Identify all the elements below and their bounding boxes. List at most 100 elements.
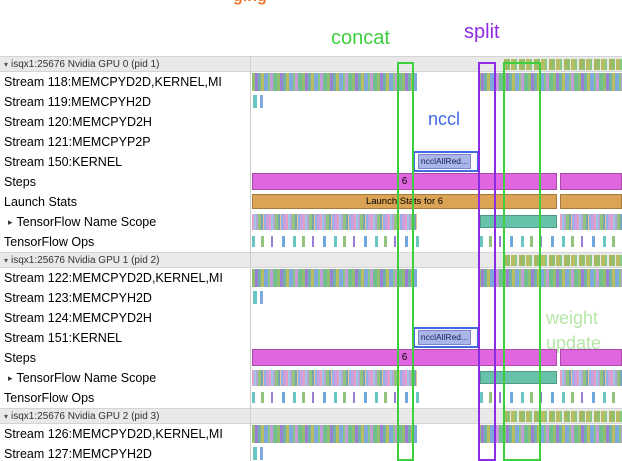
expand-arrow-icon[interactable]: ▸ bbox=[8, 372, 13, 383]
stream-activity-bars[interactable] bbox=[478, 269, 622, 287]
row-timeline bbox=[250, 92, 622, 112]
stream-activity-bars[interactable] bbox=[252, 269, 417, 287]
row-label: Stream 150:KERNEL bbox=[0, 152, 250, 172]
row-label: Stream 119:MEMCPYH2D bbox=[0, 92, 250, 112]
row-label: Steps bbox=[0, 348, 250, 368]
row-title: TensorFlow Ops bbox=[4, 235, 95, 249]
trace-row: Stream 126:MEMCPYD2D,KERNEL,MI bbox=[0, 424, 622, 444]
trace-row: TensorFlow Ops bbox=[0, 232, 622, 252]
expand-arrow-icon[interactable]: ▸ bbox=[8, 216, 13, 227]
row-title: Stream 123:MEMCPYH2D bbox=[4, 291, 152, 305]
trace-row: Stream 121:MEMCPYP2P bbox=[0, 132, 622, 152]
collapse-arrow-icon[interactable]: ▾ bbox=[4, 255, 9, 265]
group-title: isqx1:25676 Nvidia GPU 0 (pid 1) bbox=[11, 58, 160, 70]
row-title: Launch Stats bbox=[4, 195, 77, 209]
row-label: Stream 121:MEMCPYP2P bbox=[0, 132, 250, 152]
clipped-text-fragment: ging bbox=[233, 0, 283, 7]
launch-stats-bar[interactable] bbox=[560, 194, 622, 209]
name-scope-bars[interactable] bbox=[252, 214, 417, 230]
group-timeline bbox=[250, 57, 622, 71]
group-timeline bbox=[250, 409, 622, 423]
row-label: Stream 120:MEMCPYD2H bbox=[0, 112, 250, 132]
trace-row: Stream 127:MEMCPYH2D bbox=[0, 444, 622, 461]
group-title: isqx1:25676 Nvidia GPU 2 (pid 3) bbox=[11, 410, 160, 422]
row-label: Stream 126:MEMCPYD2D,KERNEL,MI bbox=[0, 424, 250, 444]
activity-bars bbox=[504, 255, 622, 266]
ops-bars[interactable] bbox=[480, 236, 622, 247]
step-bar[interactable]: 6 bbox=[252, 349, 557, 366]
row-label: Stream 118:MEMCPYD2D,KERNEL,MI bbox=[0, 72, 250, 92]
row-timeline bbox=[250, 112, 622, 132]
ops-bars[interactable] bbox=[252, 392, 420, 403]
name-scope-bars[interactable] bbox=[252, 370, 417, 386]
group-timeline bbox=[250, 253, 622, 267]
row-timeline: ncclAllRed... bbox=[250, 327, 622, 348]
row-title: TensorFlow Name Scope bbox=[16, 215, 157, 229]
trace-row: Stream 120:MEMCPYD2H bbox=[0, 112, 622, 132]
launch-stats-bar[interactable]: Launch Stats for 6 bbox=[252, 194, 557, 209]
row-title: Steps bbox=[4, 175, 36, 189]
name-scope-bars[interactable] bbox=[560, 370, 622, 386]
trace-row: Stream 119:MEMCPYH2D bbox=[0, 92, 622, 112]
row-label: ▸ TensorFlow Name Scope bbox=[0, 368, 250, 388]
trace-row: Stream 151:KERNEL ncclAllRed... bbox=[0, 327, 622, 348]
activity-bars bbox=[504, 411, 622, 422]
group-label: ▾ isqx1:25676 Nvidia GPU 1 (pid 2) bbox=[0, 253, 250, 267]
trace-row: Stream 122:MEMCPYD2D,KERNEL,MI bbox=[0, 268, 622, 288]
row-title: Stream 120:MEMCPYD2H bbox=[4, 115, 152, 129]
step-bar[interactable] bbox=[560, 173, 622, 190]
step-bar[interactable] bbox=[560, 349, 622, 366]
name-scope-block[interactable] bbox=[480, 371, 557, 384]
group-label: ▾ isqx1:25676 Nvidia GPU 0 (pid 1) bbox=[0, 57, 250, 71]
group-title: isqx1:25676 Nvidia GPU 1 (pid 2) bbox=[11, 254, 160, 266]
trace-row: Stream 123:MEMCPYH2D bbox=[0, 288, 622, 308]
ops-bars[interactable] bbox=[480, 392, 622, 403]
row-timeline: 6 bbox=[250, 348, 622, 368]
name-scope-block[interactable] bbox=[480, 215, 557, 228]
row-title: Steps bbox=[4, 351, 36, 365]
row-label: Stream 124:MEMCPYD2H bbox=[0, 308, 250, 328]
stream-activity-bars[interactable] bbox=[252, 425, 417, 443]
collapse-arrow-icon[interactable]: ▾ bbox=[4, 411, 9, 421]
row-timeline bbox=[250, 232, 622, 252]
row-title: Stream 127:MEMCPYH2D bbox=[4, 447, 152, 461]
row-timeline bbox=[250, 268, 622, 288]
row-timeline: 6 bbox=[250, 172, 622, 192]
nccl-allreduce-bar[interactable]: ncclAllRed... bbox=[418, 154, 471, 169]
group-header-row[interactable]: ▾ isqx1:25676 Nvidia GPU 2 (pid 3) bbox=[0, 408, 622, 424]
event-tick bbox=[253, 95, 257, 108]
row-label: Launch Stats bbox=[0, 192, 250, 212]
row-timeline bbox=[250, 308, 622, 328]
row-title: Stream 126:MEMCPYD2D,KERNEL,MI bbox=[4, 427, 223, 441]
group-header-row[interactable]: ▾ isqx1:25676 Nvidia GPU 1 (pid 2) bbox=[0, 252, 622, 268]
name-scope-bars[interactable] bbox=[560, 214, 622, 230]
collapse-arrow-icon[interactable]: ▾ bbox=[4, 59, 9, 69]
step-bar[interactable]: 6 bbox=[252, 173, 557, 190]
event-tick bbox=[260, 95, 263, 108]
trace-row: Steps 6 bbox=[0, 348, 622, 368]
event-tick bbox=[260, 291, 263, 304]
nccl-allreduce-bar[interactable]: ncclAllRed... bbox=[418, 330, 471, 345]
trace-row: Stream 124:MEMCPYD2H bbox=[0, 308, 622, 328]
trace-row: Launch Stats Launch Stats for 6 bbox=[0, 192, 622, 212]
row-title: Stream 122:MEMCPYD2D,KERNEL,MI bbox=[4, 271, 223, 285]
row-title: TensorFlow Name Scope bbox=[16, 371, 157, 385]
row-label: TensorFlow Ops bbox=[0, 232, 250, 252]
trace-row: ▸ TensorFlow Name Scope bbox=[0, 212, 622, 232]
row-title: Stream 121:MEMCPYP2P bbox=[4, 135, 151, 149]
row-title: Stream 151:KERNEL bbox=[4, 331, 123, 345]
concat-annotation-label: concat bbox=[331, 27, 390, 49]
trace-row: ▸ TensorFlow Name Scope bbox=[0, 368, 622, 388]
row-title: TensorFlow Ops bbox=[4, 391, 95, 405]
stream-activity-bars[interactable] bbox=[252, 73, 417, 91]
row-title: Stream 119:MEMCPYH2D bbox=[4, 95, 152, 109]
row-timeline bbox=[250, 388, 622, 408]
stream-activity-bars[interactable] bbox=[478, 425, 622, 443]
row-label: Stream 127:MEMCPYH2D bbox=[0, 444, 250, 461]
stream-activity-bars[interactable] bbox=[478, 73, 622, 91]
group-header-row[interactable]: ▾ isqx1:25676 Nvidia GPU 0 (pid 1) bbox=[0, 56, 622, 72]
nccl-highlight-box bbox=[413, 151, 479, 172]
ops-bars[interactable] bbox=[252, 236, 420, 247]
label-timeline-divider bbox=[250, 56, 251, 461]
